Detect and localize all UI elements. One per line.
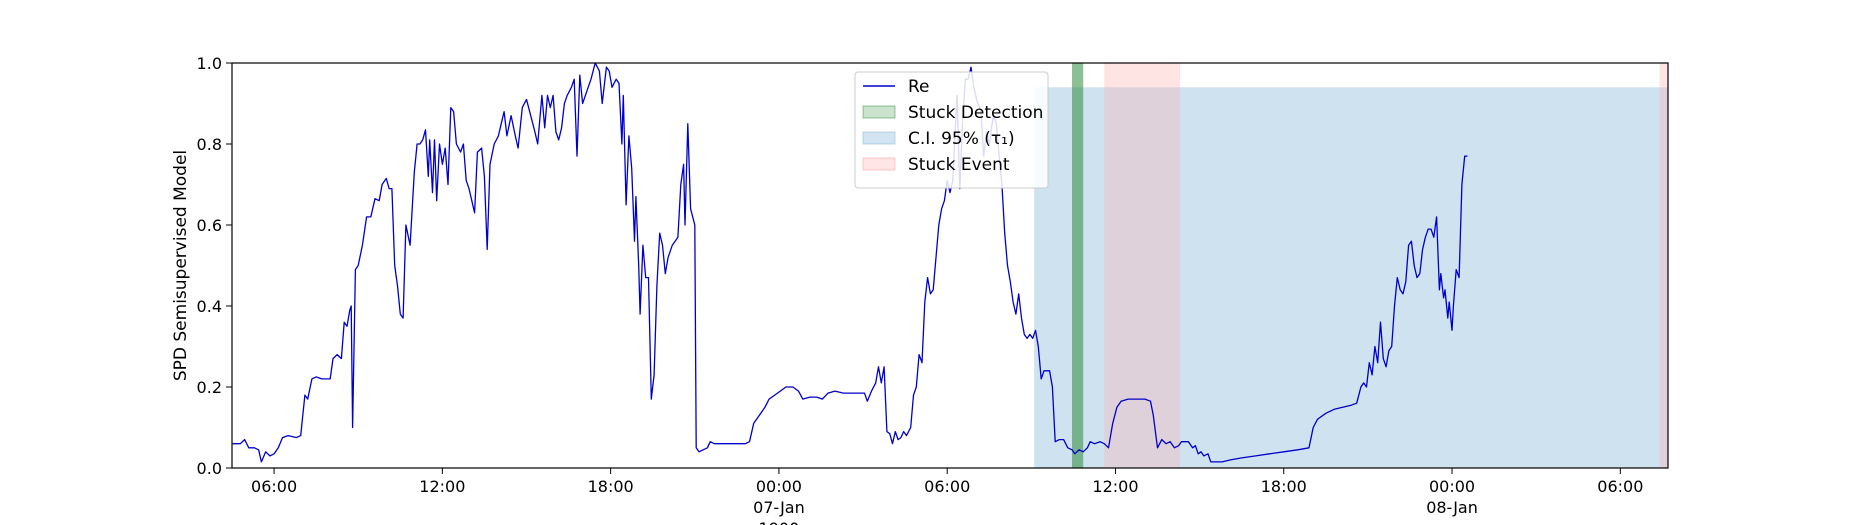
x-tick-label: 00:00 [1429, 477, 1475, 496]
legend-label: C.I. 95% (τ₁) [908, 129, 1015, 149]
y-tick-label: 0.4 [197, 297, 222, 316]
legend-swatch-patch [862, 131, 896, 145]
legend-label: Stuck Detection [908, 103, 1043, 123]
x-tick-label: 06:00 [1597, 477, 1643, 496]
legend-box [854, 71, 1049, 189]
legend: Re Stuck Detection C.I. 95% (τ₁) Stuck Even… [854, 71, 1049, 189]
x-tick-date-label: 07-Jan [753, 498, 805, 517]
detection-region [1072, 63, 1084, 468]
x-tick-label: 12:00 [419, 477, 465, 496]
x-axis: 06:00 12:00 18:00 00:00 07-Jan 1900 06:00 12:00… [251, 468, 1643, 525]
x-tick-label: 06:00 [251, 477, 297, 496]
legend-swatch-patch [862, 105, 896, 119]
shaded-regions [1034, 63, 1668, 469]
y-tick-label: 0.8 [197, 135, 222, 154]
event-region [1104, 63, 1180, 468]
x-tick-year-label: 1900 [759, 519, 800, 525]
legend-label: Re [908, 77, 930, 97]
x-tick-label: 12:00 [1092, 477, 1138, 496]
x-tick-label: 18:00 [1261, 477, 1307, 496]
event-region [1659, 63, 1668, 468]
y-tick-label: 0.0 [197, 459, 222, 478]
x-tick-label: 18:00 [588, 477, 634, 496]
series-group [232, 62, 1468, 463]
y-tick-label: 0.6 [197, 216, 222, 235]
plot-frame [231, 62, 1669, 469]
x-tick-date-label: 08-Jan [1426, 498, 1478, 517]
y-axis-title: SPD Semisupervised Model [171, 150, 191, 381]
legend-swatch-patch [862, 157, 896, 171]
y-tick-label: 0.2 [197, 378, 222, 397]
x-tick-label: 06:00 [924, 477, 970, 496]
x-tick-label: 00:00 [756, 477, 802, 496]
y-tick-label: 1.0 [197, 54, 222, 73]
legend-label: Stuck Event [908, 155, 1010, 175]
y-axis: 0.0 0.2 0.4 0.6 0.8 1.0 [197, 54, 232, 478]
series-line-re [232, 62, 1468, 463]
